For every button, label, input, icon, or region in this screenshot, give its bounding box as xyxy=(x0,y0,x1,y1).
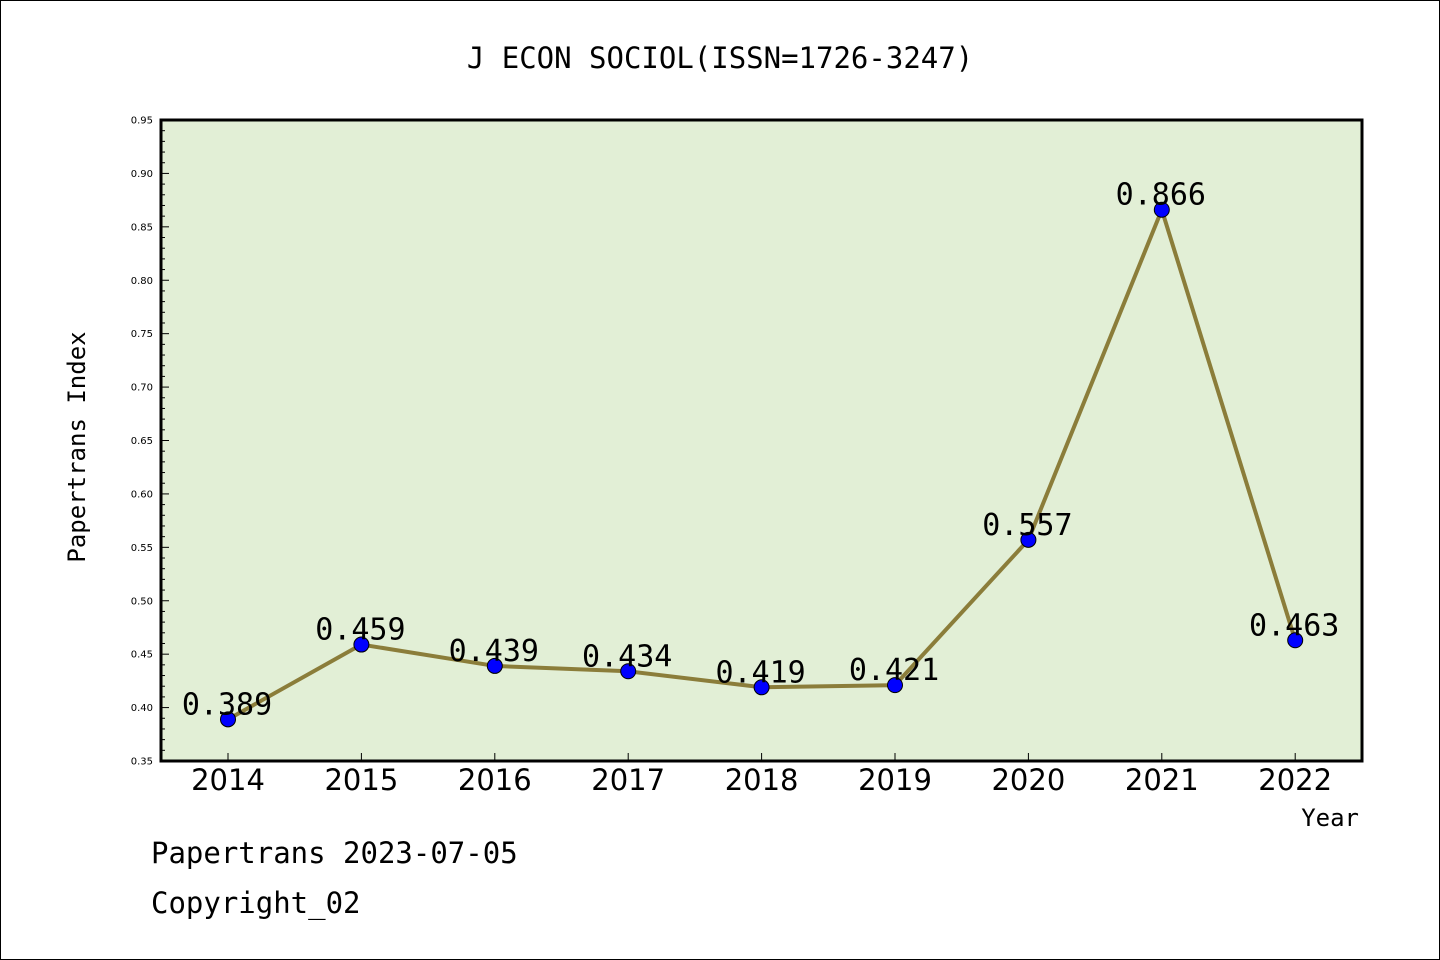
x-tick-label: 2020 xyxy=(991,763,1065,797)
data-label: 0.419 xyxy=(715,655,805,690)
x-tick-label: 2017 xyxy=(591,763,665,797)
data-label: 0.463 xyxy=(1249,608,1339,643)
data-label: 0.434 xyxy=(582,639,672,674)
x-tick-label: 2022 xyxy=(1258,763,1332,797)
x-tick-label: 2021 xyxy=(1125,763,1199,797)
data-label: 0.459 xyxy=(315,613,405,648)
y-tick-label: 0.90 xyxy=(131,169,153,180)
y-tick-label: 0.45 xyxy=(131,650,153,661)
x-axis: 2014 2015 2016 2017 2018 2019 2020 2021 2022 xyxy=(191,753,1332,797)
data-label: 0.866 xyxy=(1116,178,1206,213)
y-tick-label: 0.60 xyxy=(131,489,153,500)
y-tick-label: 0.40 xyxy=(131,703,153,714)
y-tick-label: 0.70 xyxy=(131,383,153,394)
data-label: 0.557 xyxy=(982,508,1072,543)
y-tick-label: 0.95 xyxy=(131,116,153,127)
y-tick-label: 0.50 xyxy=(131,596,153,607)
data-point xyxy=(1153,201,1170,218)
data-point xyxy=(1287,632,1304,649)
x-tick-label: 2014 xyxy=(191,763,265,797)
x-axis-label: Year xyxy=(1301,804,1359,832)
chart-title: J ECON SOCIOL(ISSN=1726-3247) xyxy=(467,41,973,75)
data-point xyxy=(486,657,503,674)
y-axis-label: Papertrans Index xyxy=(63,331,91,562)
data-label-layer: 0.389 0.459 0.439 0.434 0.419 0.421 0.557 0.866… xyxy=(182,178,1340,723)
y-tick-label: 0.85 xyxy=(131,222,153,233)
data-label: 0.439 xyxy=(449,634,539,669)
data-point xyxy=(887,677,903,694)
data-point xyxy=(220,711,236,728)
data-point xyxy=(620,663,637,680)
plot-area xyxy=(159,118,1364,763)
x-tick-label: 2016 xyxy=(458,763,532,797)
data-label: 0.421 xyxy=(849,653,939,688)
series-layer xyxy=(220,201,1304,728)
y-tick-label: 0.75 xyxy=(131,329,153,340)
x-tick-label: 2019 xyxy=(858,763,932,797)
y-tick-label: 0.65 xyxy=(131,436,153,447)
data-point xyxy=(1020,531,1037,548)
y-tick-label: 0.35 xyxy=(131,757,153,768)
x-tick-label: 2018 xyxy=(725,763,799,797)
footer-copyright: Copyright_02 xyxy=(151,886,361,920)
footer-date: Papertrans 2023-07-05 xyxy=(151,836,518,870)
y-tick-label: 0.80 xyxy=(131,276,153,287)
data-label: 0.389 xyxy=(182,687,272,722)
y-tick-label: 0.55 xyxy=(131,543,153,554)
data-point xyxy=(753,679,770,696)
data-point xyxy=(353,636,370,653)
y-axis: 0.35 0.40 0.45 0.50 0.55 0.60 0.65 0.70 0.75 0.80… xyxy=(131,116,169,768)
x-tick-label: 2015 xyxy=(324,763,398,797)
